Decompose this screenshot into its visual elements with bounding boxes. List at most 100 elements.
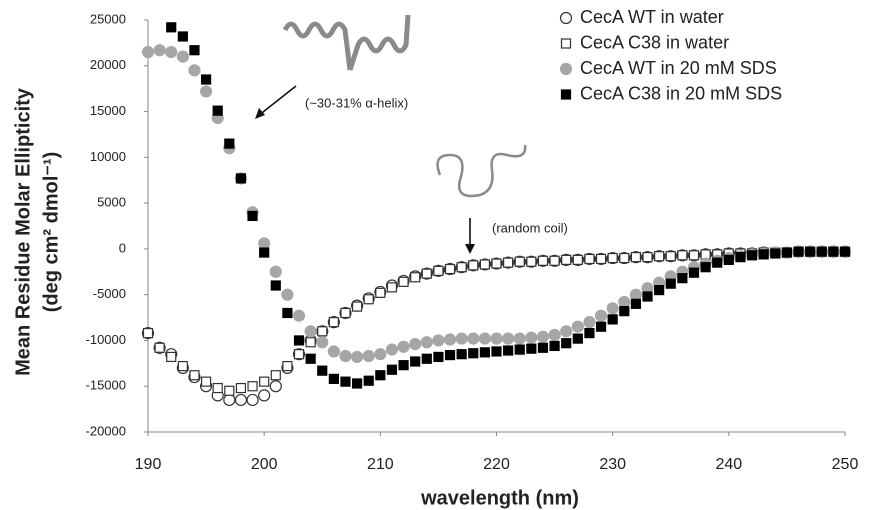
data-point [328, 317, 339, 328]
data-point [409, 338, 422, 351]
data-point [502, 332, 515, 345]
data-point [270, 370, 281, 381]
data-point [619, 306, 630, 317]
data-point [305, 353, 316, 364]
data-point [199, 85, 213, 98]
data-point [735, 252, 746, 263]
legend-marker [559, 62, 573, 76]
legend-label: CecA C38 in water [580, 32, 729, 52]
data-point [561, 338, 572, 349]
data-point [340, 307, 351, 319]
data-point [362, 349, 375, 363]
data-point [352, 378, 363, 389]
data-point [375, 370, 386, 381]
legend-marker [560, 89, 572, 100]
y-tick-label: 5000 [97, 195, 126, 210]
data-point [839, 246, 851, 257]
data-point [386, 364, 398, 375]
data-point [630, 298, 642, 309]
data-point [166, 22, 177, 33]
data-point [433, 351, 444, 363]
data-point [397, 340, 410, 353]
data-point [594, 309, 608, 322]
data-point [234, 393, 248, 407]
data-point [421, 353, 432, 364]
data-point [282, 360, 293, 372]
data-point [410, 272, 421, 283]
y-tick-label: -5000 [93, 286, 126, 301]
data-point [200, 74, 212, 85]
data-point [688, 267, 700, 278]
data-point [468, 260, 479, 271]
data-point [490, 332, 503, 345]
data-point [514, 256, 525, 267]
legend-label: CecA C38 in 20 mM SDS [580, 83, 782, 103]
legend-label: CecA WT in water [580, 7, 724, 27]
data-point [479, 347, 490, 358]
data-point [456, 349, 467, 360]
data-point [503, 345, 514, 356]
data-point [584, 253, 595, 265]
data-point [386, 282, 398, 293]
data-point [200, 376, 212, 387]
data-point [712, 257, 723, 268]
data-point [258, 389, 271, 402]
data-point [433, 265, 444, 276]
x-tick-label: 200 [251, 456, 278, 473]
x-tick-label: 230 [599, 456, 626, 473]
data-point [688, 250, 700, 261]
data-point [467, 332, 480, 345]
data-point [247, 210, 258, 222]
data-point [258, 237, 271, 250]
data-point [141, 45, 155, 59]
data-point [177, 360, 188, 372]
y-tick-label: 10000 [90, 149, 126, 164]
data-point [677, 273, 688, 284]
data-point [339, 349, 352, 363]
x-tick-label: 220 [483, 456, 510, 473]
data-point [177, 31, 188, 42]
data-point [235, 173, 247, 184]
data-point [549, 255, 560, 266]
data-point [224, 385, 235, 396]
data-point [420, 336, 433, 349]
data-point [456, 262, 467, 273]
data-point [282, 307, 293, 319]
data-point [607, 252, 618, 264]
data-point [513, 332, 526, 345]
data-point [654, 284, 665, 296]
data-point [340, 376, 351, 387]
data-point [212, 382, 223, 394]
data-point [375, 287, 386, 298]
data-point [281, 288, 294, 301]
data-point [444, 263, 456, 275]
data-point [514, 344, 525, 355]
data-point [606, 302, 619, 315]
data-point [153, 44, 166, 57]
data-point [629, 288, 643, 301]
data-point [385, 343, 399, 356]
data-point [677, 250, 688, 261]
data-point [537, 255, 549, 266]
y-tick-label: 15000 [90, 103, 126, 118]
data-point [525, 331, 538, 344]
data-point [269, 265, 282, 278]
data-point [607, 314, 618, 325]
data-point [223, 393, 236, 407]
data-point [595, 321, 607, 332]
data-point [723, 254, 734, 265]
data-point [374, 348, 387, 361]
arrow-head [255, 108, 265, 119]
data-point [176, 50, 189, 63]
data-point [665, 251, 676, 262]
y-axis-unit: (deg cm² dmol⁻¹) [40, 152, 62, 313]
data-point [619, 252, 630, 264]
data-point [224, 138, 235, 149]
data-point [352, 301, 363, 312]
legend-label: CecA WT in 20 mM SDS [580, 58, 777, 78]
y-tick-label: -20000 [86, 423, 126, 438]
data-point [363, 375, 374, 386]
data-point [212, 105, 223, 116]
x-tick-label: 250 [832, 456, 859, 473]
data-point [293, 349, 305, 360]
